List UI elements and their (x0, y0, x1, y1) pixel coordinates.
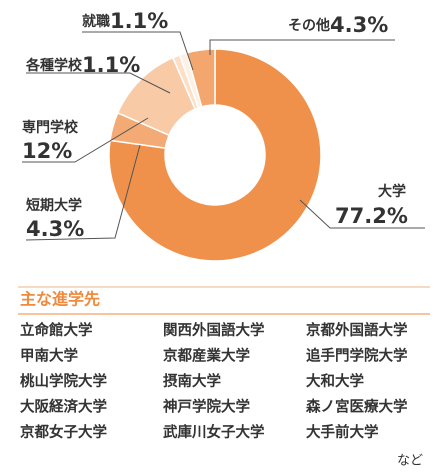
center-label: コース (190, 165, 240, 185)
category-label: 専門学校 (22, 119, 79, 136)
category-label: 大学 (378, 183, 406, 200)
slice-label: 各種学校1.1% (25, 53, 140, 77)
school-name: 関西外国語大学 (163, 321, 265, 339)
list-note: など (397, 454, 423, 469)
school-name: 大手前大学 (306, 423, 379, 441)
value-label: 1.1% (110, 9, 168, 33)
school-name: 桃山学院大学 (20, 372, 107, 390)
school-name: 京都産業大学 (163, 347, 250, 365)
school-name: 大和大学 (306, 372, 364, 390)
school-name: 甲南大学 (20, 347, 78, 365)
category-label: その他 (288, 17, 330, 34)
school-name: 京都外国語大学 (306, 321, 408, 339)
value-label: 77.2% (335, 204, 408, 228)
pie-slice (185, 48, 216, 108)
value-label: 4.3% (330, 13, 388, 37)
school-name: 武庫川女子大学 (163, 423, 265, 441)
slice-label: その他4.3% (288, 13, 388, 37)
list-title: 主な進学先 (20, 290, 100, 309)
leader-line (26, 72, 171, 94)
leader-line (209, 39, 395, 55)
school-name: 森ノ宮医療大学 (306, 398, 408, 416)
school-name: 立命館大学 (20, 321, 93, 339)
school-name: 大阪経済大学 (20, 398, 107, 416)
leader-line (25, 144, 141, 241)
category-label: 就職 (82, 13, 110, 30)
value-label: 4.3% (26, 217, 84, 241)
school-name: 追手門学院大学 (306, 347, 408, 365)
slice-label: 就職1.1% (82, 9, 168, 33)
category-label: 短期大学 (26, 197, 82, 214)
center-label: 進学 (198, 124, 232, 145)
leader-line (299, 199, 425, 229)
value-label: 12% (22, 139, 72, 163)
center-label: アドバンス (172, 145, 258, 165)
leader-line (82, 31, 194, 71)
leader-line (22, 117, 149, 163)
value-label: 1.1% (82, 53, 140, 77)
pie-slice (108, 48, 322, 262)
school-name: 京都女子大学 (20, 423, 107, 441)
school-name: 神戸学院大学 (163, 398, 250, 416)
category-label: 各種学校 (25, 57, 83, 74)
school-name: 摂南大学 (163, 372, 221, 390)
